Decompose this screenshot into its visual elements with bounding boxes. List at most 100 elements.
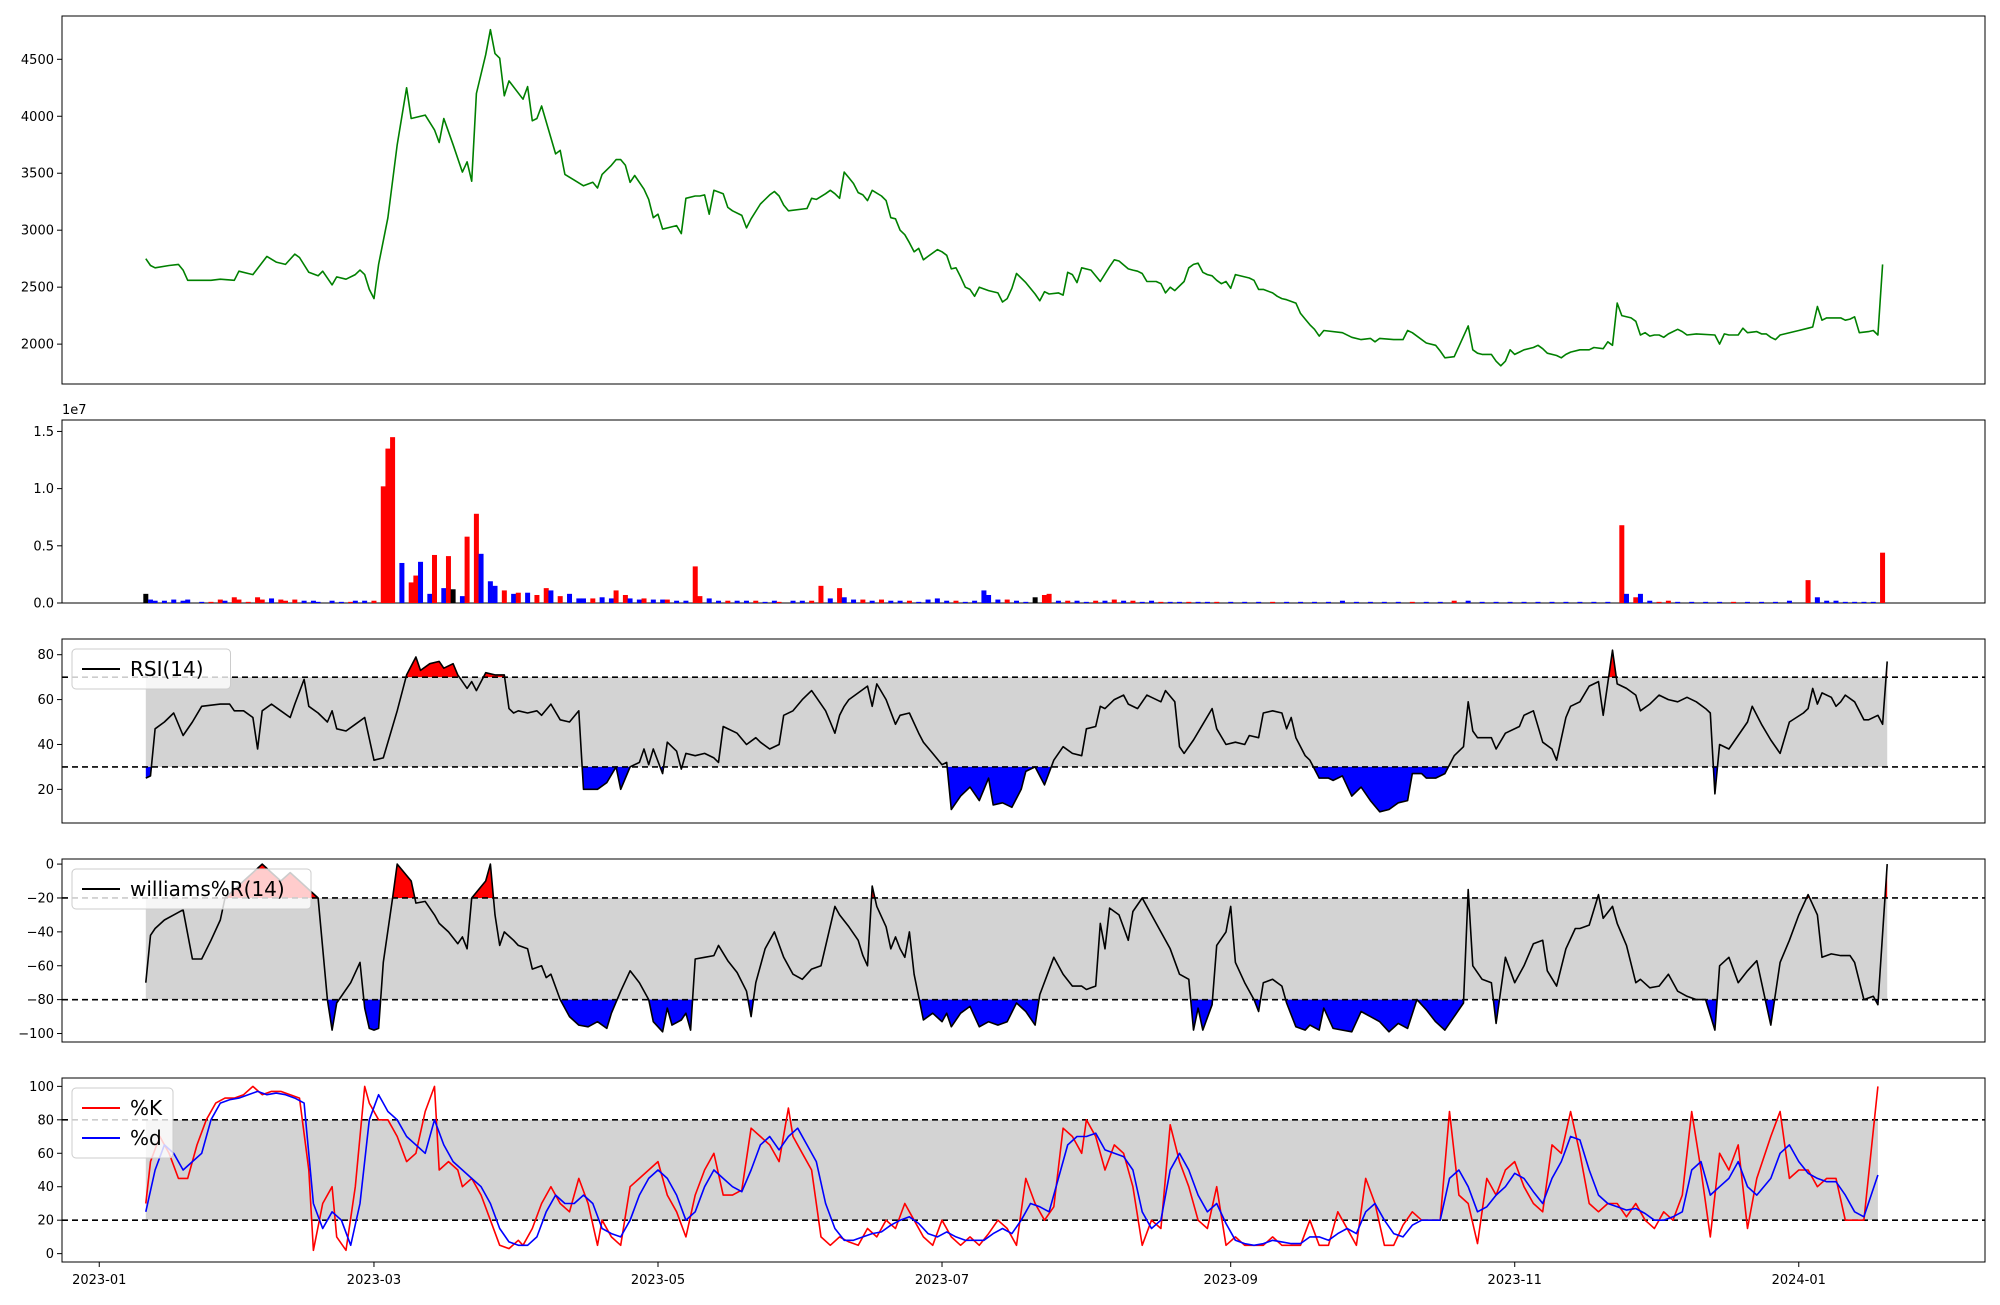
- volume-bar: [408, 582, 414, 603]
- volume-bar: [459, 596, 465, 603]
- volume-bar: [1689, 601, 1695, 603]
- volume-bar: [255, 597, 261, 603]
- volume-bar: [762, 601, 768, 603]
- volume-bar: [986, 594, 992, 603]
- volume-bar: [1270, 601, 1276, 603]
- volume-bar: [1633, 597, 1639, 603]
- volume-bar: [972, 600, 978, 603]
- volume-bar: [837, 588, 843, 603]
- volume-bar: [944, 600, 950, 603]
- volume-bar: [1814, 597, 1820, 603]
- volume-bar: [445, 556, 451, 603]
- volume-bar: [1619, 525, 1625, 603]
- williams-ytick-label: −80: [27, 993, 54, 1008]
- volume-bar: [1703, 601, 1709, 603]
- volume-bar: [515, 592, 521, 603]
- volume-bar: [608, 598, 614, 603]
- volume-bar: [441, 588, 447, 603]
- volume-bar: [860, 599, 866, 603]
- volume-bar: [1493, 601, 1499, 603]
- volume-bar: [692, 566, 698, 603]
- volume-bar: [487, 581, 493, 603]
- volume-bar: [1032, 597, 1038, 603]
- date-axis-tick-label: 2023-01: [72, 1273, 126, 1288]
- williams-ytick-label: 0: [46, 858, 54, 873]
- volume-bar: [725, 600, 731, 603]
- volume-bar: [580, 598, 586, 603]
- rsi-oversold-fill: [1313, 766, 1449, 812]
- volume-bar: [310, 600, 316, 603]
- volume-bar: [1228, 601, 1234, 603]
- volume-bar: [1158, 601, 1164, 603]
- rsi-overbought-fill: [406, 657, 460, 678]
- volume-bar: [348, 601, 354, 603]
- volume-bar: [492, 585, 498, 603]
- volume-bar: [906, 600, 912, 603]
- date-axis-tick-label: 2023-11: [1488, 1273, 1542, 1288]
- volume-bar: [431, 554, 437, 603]
- volume-bar: [199, 601, 205, 603]
- volume-bar: [925, 599, 931, 603]
- volume-bar: [743, 600, 749, 603]
- volume-bar: [1004, 599, 1010, 603]
- volume-bar: [1256, 601, 1262, 603]
- date-axis-tick-label: 2024-01: [1772, 1273, 1826, 1288]
- volume-bar: [1637, 593, 1643, 603]
- volume-bar: [413, 575, 419, 603]
- volume-bar: [683, 600, 689, 603]
- date-axis-tick-label: 2023-03: [347, 1273, 401, 1288]
- stochastic-legend-label: %d: [130, 1126, 162, 1150]
- date-axis-tick-label: 2023-05: [631, 1273, 685, 1288]
- volume-bar: [1880, 552, 1886, 603]
- rsi-line: [145, 649, 1888, 813]
- rsi-ytick-label: 40: [37, 738, 54, 753]
- volume-bar: [1186, 601, 1192, 603]
- volume-bar: [627, 598, 633, 603]
- volume-bar: [697, 596, 703, 603]
- rsi-frame: [61, 638, 1986, 824]
- volume-bar: [674, 600, 680, 603]
- volume-bar: [576, 598, 582, 603]
- volume-bar: [338, 601, 344, 603]
- price-ytick-label: 3000: [21, 224, 54, 239]
- williams-ytick-label: −20: [27, 891, 54, 906]
- volume-bar: [1852, 601, 1858, 603]
- williams-oversold-fill: [1190, 999, 1213, 1031]
- volume-bar: [1772, 601, 1778, 603]
- volume-bar: [390, 437, 396, 603]
- stochastic-ytick-label: 40: [37, 1180, 54, 1195]
- volume-bar: [1102, 600, 1108, 603]
- volume-bar: [534, 594, 540, 603]
- volume-bar: [888, 600, 894, 603]
- volume-bar: [1833, 600, 1839, 603]
- price-ytick-label: 4000: [21, 110, 54, 125]
- date-axis-tick-label: 2023-09: [1204, 1273, 1258, 1288]
- volume-bar: [1623, 593, 1629, 603]
- volume-bar: [315, 601, 321, 603]
- volume-bar: [753, 600, 759, 603]
- volume-bar: [1339, 600, 1345, 603]
- volume-bar: [934, 598, 940, 603]
- stochastic-ytick-label: 60: [37, 1147, 54, 1162]
- volume-bar: [231, 597, 237, 603]
- price-frame: [61, 15, 1986, 385]
- volume-bar: [236, 599, 242, 603]
- volume-bar: [1367, 601, 1373, 603]
- rsi-overbought-fill: [1608, 650, 1617, 678]
- volume-bar: [590, 598, 596, 603]
- volume-bar: [278, 599, 284, 603]
- volume-bar: [352, 600, 358, 603]
- volume-bar: [664, 599, 670, 603]
- williams-ytick-label: −100: [18, 1027, 54, 1042]
- volume-bar: [161, 600, 167, 603]
- volume-bar: [851, 599, 857, 603]
- volume-bar: [217, 599, 223, 603]
- volume-bar: [1861, 601, 1867, 603]
- stochastic-k-line: [145, 1085, 1879, 1252]
- volume-bar: [650, 599, 656, 603]
- williams-oversold-fill: [327, 999, 339, 1031]
- volume-bar: [1479, 601, 1485, 603]
- stochastic-panel: 0 20 40 60 80 100 2023-01 2023-03 2023-05 2023-07…: [29, 1077, 1986, 1288]
- volume-bar: [1167, 601, 1173, 603]
